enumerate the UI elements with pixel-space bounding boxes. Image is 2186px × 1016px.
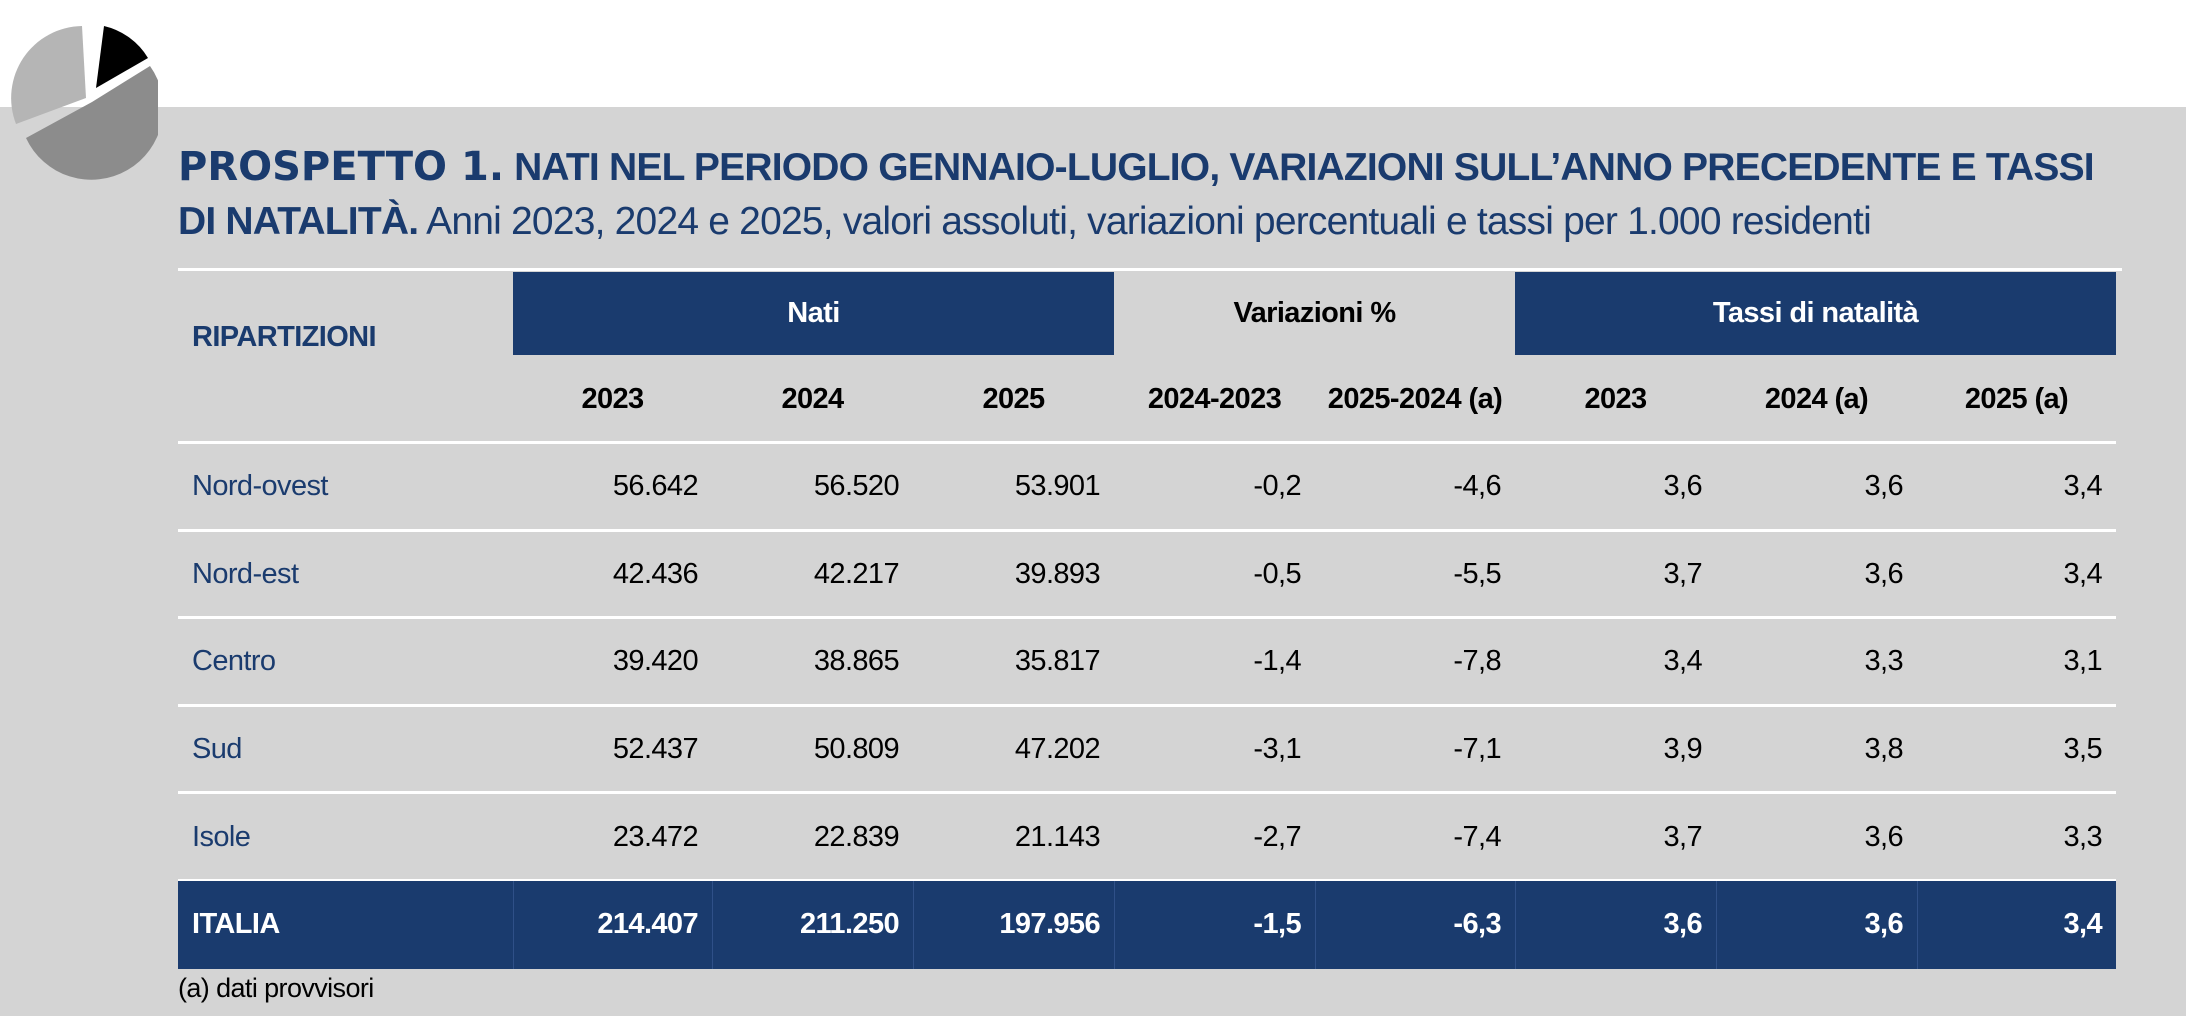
value-cell: 3,1 [2063,645,2102,678]
value-cell: 3,4 [2063,557,2102,590]
value-cell: 56.520 [813,470,900,503]
row-rule [178,441,2116,444]
value-cell: 3,5 [2063,733,2102,766]
column-header: 2023 [581,382,644,415]
group-header: Nati [513,272,1114,355]
value-cell: 3,6 [1864,557,1903,590]
value-cell: 56.642 [612,470,699,503]
value-cell: 50.809 [813,733,900,766]
value-cell: 35.817 [1014,645,1101,678]
value-cell: 53.901 [1014,470,1101,503]
row-rule [178,791,2116,795]
value-cell: 47.202 [1014,733,1101,766]
column-header: 2024 (a) [1764,382,1869,415]
value-cell: 22.839 [813,820,900,853]
column-header: 2024 [781,382,844,415]
title-heading: NATI NEL PERIODO GENNAIO-LUGLIO, VARIAZI… [178,146,2095,243]
column-header: 2025 (a) [1964,382,2069,415]
value-cell: 3,6 [1864,820,1903,853]
title-subheading: Anni 2023, 2024 e 2025, valori assoluti,… [426,200,1872,243]
value-cell: -1,4 [1253,645,1301,678]
value-cell: -1,5 [1114,881,1315,969]
value-cell: -6,3 [1315,881,1515,969]
value-cell: -5,5 [1453,557,1501,590]
value-cell: 3,3 [1864,645,1903,678]
value-cell: 3,4 [1917,881,2116,969]
title: PROSPETTO 1. NATI NEL PERIODO GENNAIO-LU… [178,140,2138,249]
value-cell: 38.865 [813,645,900,678]
value-cell: 3,3 [2063,820,2102,853]
value-cell: 52.437 [612,733,699,766]
value-cell: 3,6 [1663,470,1702,503]
value-cell: 3,9 [1663,733,1702,766]
value-cell: -4,6 [1453,470,1501,503]
value-cell: 3,4 [1663,645,1702,678]
value-cell: 3,7 [1663,820,1702,853]
value-cell: 23.472 [612,820,699,853]
row-header: RIPARTIZIONI [192,321,377,353]
value-cell: 3,6 [1864,470,1903,503]
column-header: 2025-2024 (a) [1327,382,1503,415]
value-cell: 197.956 [913,881,1114,969]
column-header: 2025 [982,382,1045,415]
row-rule [178,616,2116,620]
row-rule [178,879,2116,882]
row-label: Nord-est [192,557,299,590]
value-cell: 21.143 [1014,820,1101,853]
value-cell: -7,1 [1453,733,1501,766]
group-header: Variazioni % [1233,297,1396,329]
footnote: (a) dati provvisori [178,973,374,1003]
value-cell: 42.217 [813,557,900,590]
row-rule [178,528,2116,532]
value-cell: 3,6 [1515,881,1716,969]
value-cell: -0,2 [1253,470,1301,503]
row-label: ITALIA [178,881,513,969]
table-top-rule [178,268,2122,271]
title-label: PROSPETTO 1. [178,144,505,190]
row-label: Nord-ovest [192,470,328,503]
row-label: Sud [192,733,242,766]
value-cell: 3,8 [1864,733,1903,766]
value-cell: -7,4 [1453,820,1501,853]
value-cell: 3,7 [1663,557,1702,590]
value-cell: 214.407 [513,881,712,969]
value-cell: -3,1 [1253,733,1301,766]
value-cell: 211.250 [712,881,913,969]
row-label: Centro [192,645,276,678]
row-rule [178,703,2116,707]
row-label: Isole [192,820,251,853]
value-cell: -7,8 [1453,645,1501,678]
value-cell: -0,5 [1253,557,1301,590]
value-cell: 3,6 [1716,881,1917,969]
background [0,107,2186,1016]
value-cell: 42.436 [612,557,699,590]
value-cell: 39.420 [612,645,699,678]
column-header: 2023 [1584,382,1647,415]
column-header: 2024-2023 [1147,382,1282,415]
value-cell: 3,4 [2063,470,2102,503]
logo [11,26,158,180]
value-cell: -2,7 [1253,820,1301,853]
group-header: Tassi di natalità [1515,272,2116,355]
value-cell: 39.893 [1014,557,1101,590]
